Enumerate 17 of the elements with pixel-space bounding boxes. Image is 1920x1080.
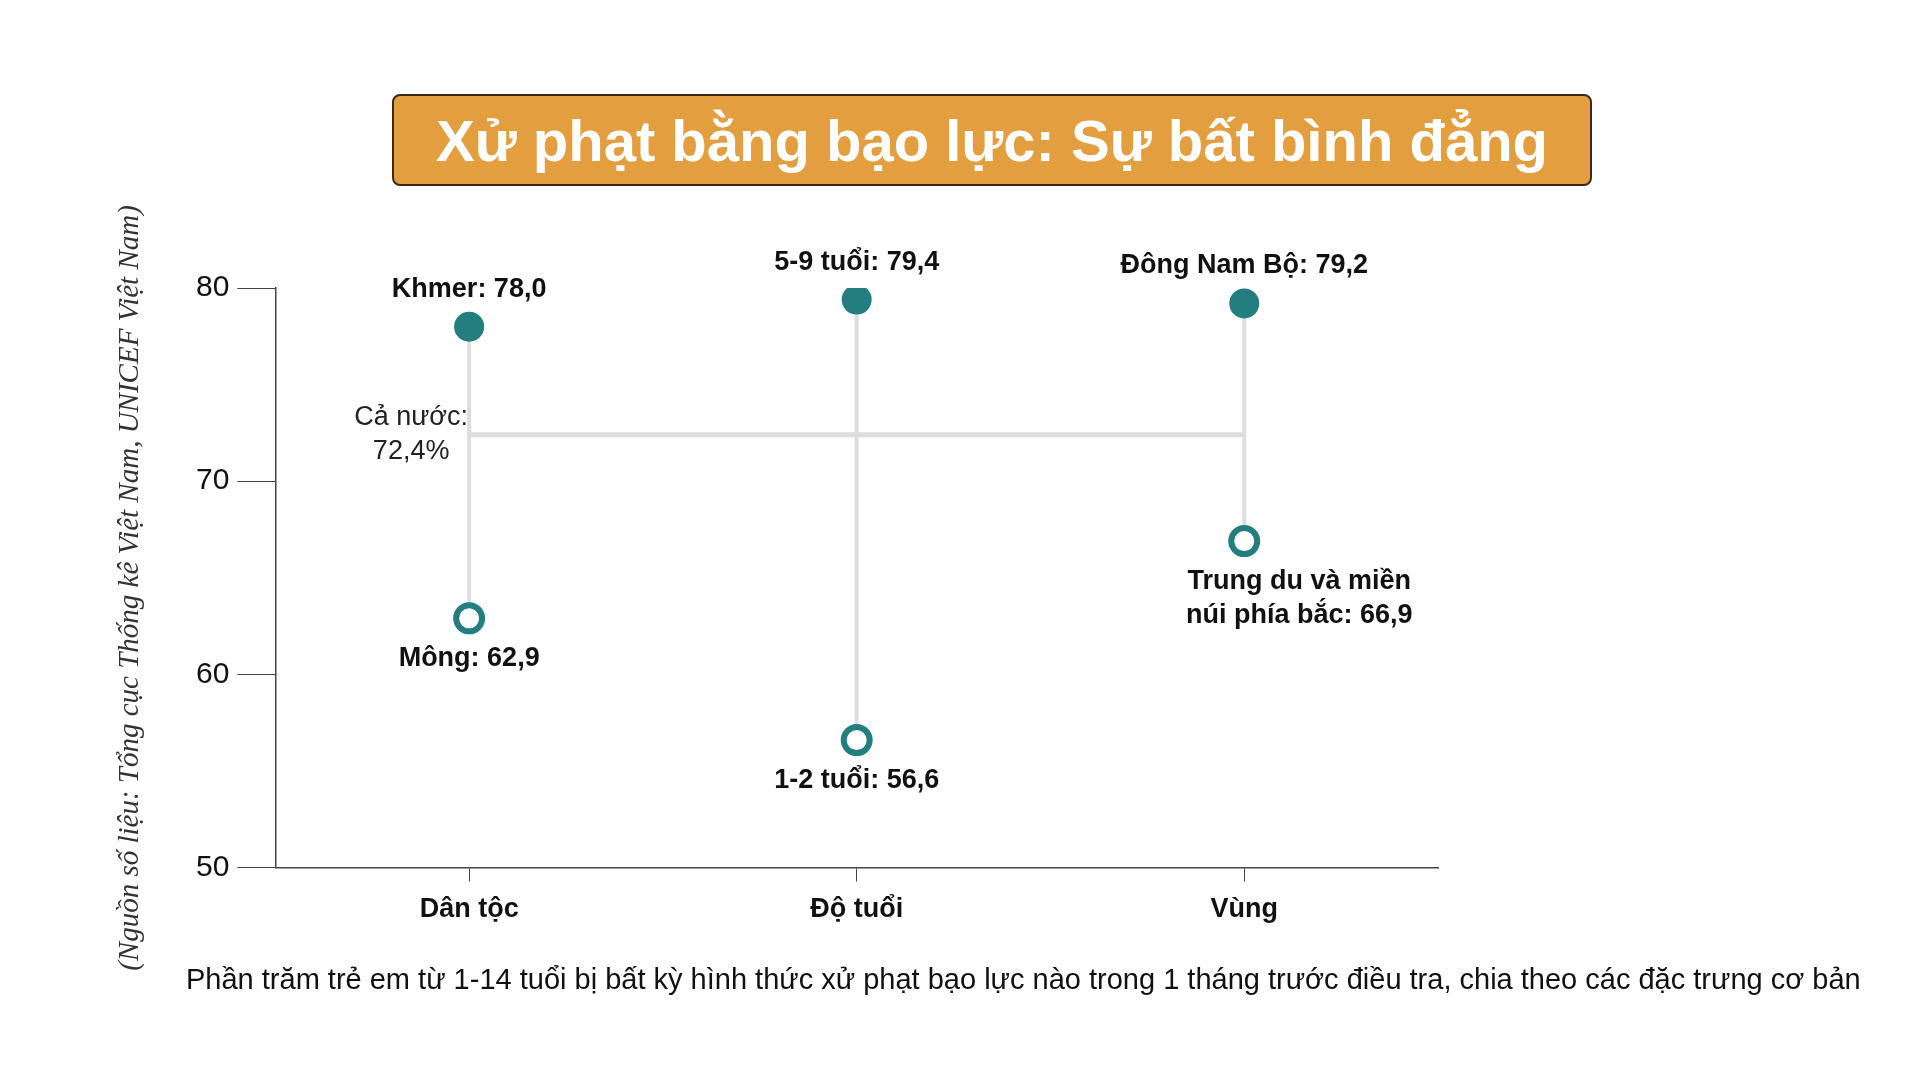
text: Phần trăm trẻ em từ 1-14 tuổi bị bất kỳ hình thức xử phạt bạo lực nào trong 1 tháng trước điều tra, chia theo các đặc trưng cơ bản [186,963,1861,996]
data-label: Mông: 62,9 [398,642,540,673]
data-label: Khmer: 78,0 [391,272,547,303]
chart-title: Xử phạt bằng bạo lực: Sự bất bình đẳng [392,94,1592,186]
data-label: 1-2 tuổi: 56,6 [774,764,940,795]
data-label: 5-9 tuổi: 79,4 [774,245,940,276]
y-tick-label: 60 [195,655,230,689]
x-tick-label: Độ tuổi [810,893,904,924]
x-tick-label: Dân tộc [419,893,519,924]
y-tick-label: 70 [195,462,230,496]
ref-line-label: Cả nước: 72,4% [354,401,469,466]
y-tick-label: 80 [195,269,230,303]
data-label: Trung du và miền núi phía bắc: 66,9 [1185,565,1413,630]
data-label: Đông Nam Bộ: 79,2 [1120,249,1368,280]
y-tick-label: 50 [195,848,230,882]
x-tick-label: Vùng [1210,893,1278,924]
text: (Nguồn số liệu: Tổng cục Thống kê Việt Nam, UNICEF Việt Nam) [111,205,145,971]
